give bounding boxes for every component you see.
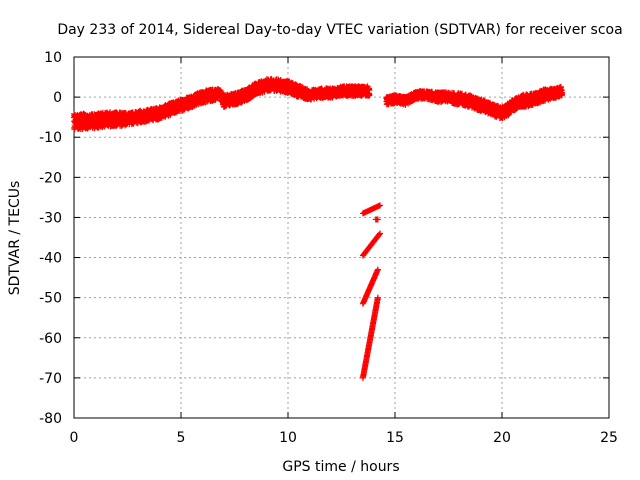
outlier-point	[377, 230, 384, 237]
y-tick-label: -40	[39, 251, 62, 267]
data-points	[71, 76, 565, 381]
y-tick-label: -70	[39, 371, 62, 387]
x-tick-label: 15	[386, 430, 404, 446]
y-axis-label: SDTVAR / TECUs	[7, 181, 23, 296]
chart-title: Day 233 of 2014, Sidereal Day-to-day VTE…	[57, 22, 622, 38]
y-tick-label: -30	[39, 210, 62, 226]
data-point	[366, 91, 373, 98]
outlier-point	[377, 202, 384, 209]
axis-ticks: 0 5 10 15 20 25 10 0 -10 -20 -30 -40 -50 -60 -70 -80	[39, 50, 618, 446]
plot-frame	[73, 56, 610, 419]
outlier-point	[374, 216, 381, 223]
y-tick-label: -10	[39, 130, 62, 146]
x-tick-label: 0	[70, 430, 79, 446]
x-tick-label: 5	[177, 430, 186, 446]
outlier-point	[374, 294, 381, 301]
y-tick-label: -80	[39, 411, 62, 427]
y-tick-label: -20	[39, 170, 62, 186]
x-axis-label: GPS time / hours	[282, 459, 399, 475]
y-tick-label: -60	[39, 331, 62, 347]
y-tick-label: 0	[53, 90, 62, 106]
x-tick-label: 20	[493, 430, 511, 446]
data-point	[558, 89, 565, 96]
outlier-point	[374, 266, 381, 273]
y-tick-label: 10	[44, 50, 62, 66]
x-tick-label: 10	[279, 430, 297, 446]
x-tick-label: 25	[600, 430, 618, 446]
y-tick-label: -50	[39, 291, 62, 307]
outlier-point	[376, 231, 383, 238]
